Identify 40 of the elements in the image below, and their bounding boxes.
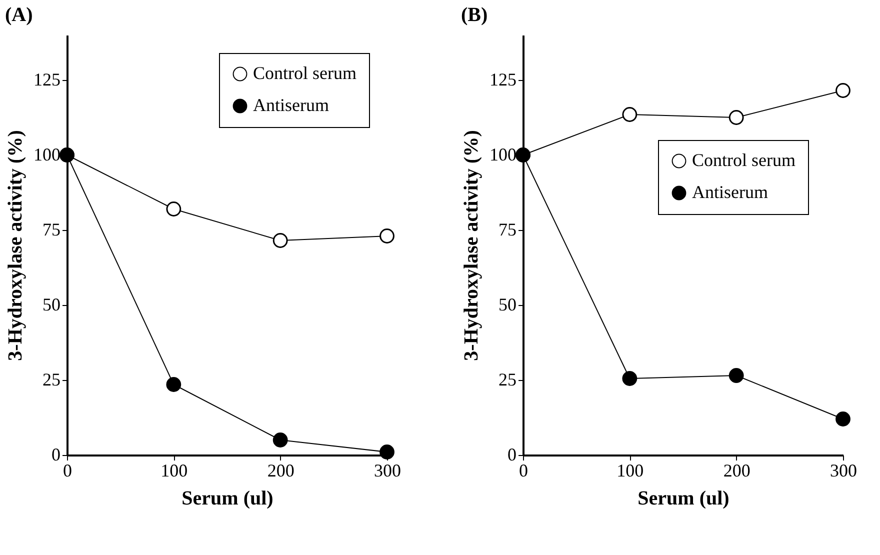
chart-title: (A) [5, 4, 33, 26]
x-tick-label: 200 [267, 460, 294, 480]
y-tick-label: 75 [498, 220, 516, 240]
y-tick-label: 75 [42, 220, 60, 240]
point [728, 368, 744, 383]
y-tick-label: 25 [42, 370, 60, 390]
y-tick-label: 50 [498, 294, 516, 314]
y-tick-label: 0 [508, 444, 516, 464]
y-axis-title: 3-Hydroxylase activity (%) [460, 130, 482, 361]
y-tick-label: 50 [42, 294, 60, 314]
x-tick-label: 200 [723, 460, 750, 480]
legend-label: Control serum [692, 150, 796, 170]
x-tick-label: 300 [830, 460, 857, 480]
x-axis-title: Serum (ul) [638, 488, 730, 510]
x-tick-label: 300 [374, 460, 401, 480]
chart-title: (B) [461, 4, 488, 26]
y-tick-label: 100 [34, 144, 60, 164]
point [836, 412, 850, 426]
point [622, 107, 638, 122]
point [272, 233, 288, 248]
legend-label: Antiserum [253, 95, 329, 115]
point [380, 444, 394, 460]
point [836, 83, 850, 98]
y-tick-label: 0 [52, 444, 60, 464]
legend-label: Antiserum [692, 182, 768, 202]
y-axis-title: 3-Hydroxylase activity (%) [4, 130, 26, 361]
y-tick-label: 125 [490, 70, 516, 90]
point [166, 202, 182, 216]
point [380, 228, 394, 244]
y-tick-label: 100 [490, 144, 516, 164]
legend-label: Control serum [253, 63, 356, 83]
y-tick-label: 125 [34, 70, 60, 90]
point [728, 110, 744, 125]
y-tick-label: 25 [498, 370, 516, 390]
x-tick-label: 100 [160, 460, 188, 480]
x-axis-title: Serum (ul) [182, 488, 274, 510]
x-tick-label: 100 [616, 460, 644, 480]
point [622, 371, 638, 386]
point [166, 377, 182, 392]
point [272, 432, 288, 448]
